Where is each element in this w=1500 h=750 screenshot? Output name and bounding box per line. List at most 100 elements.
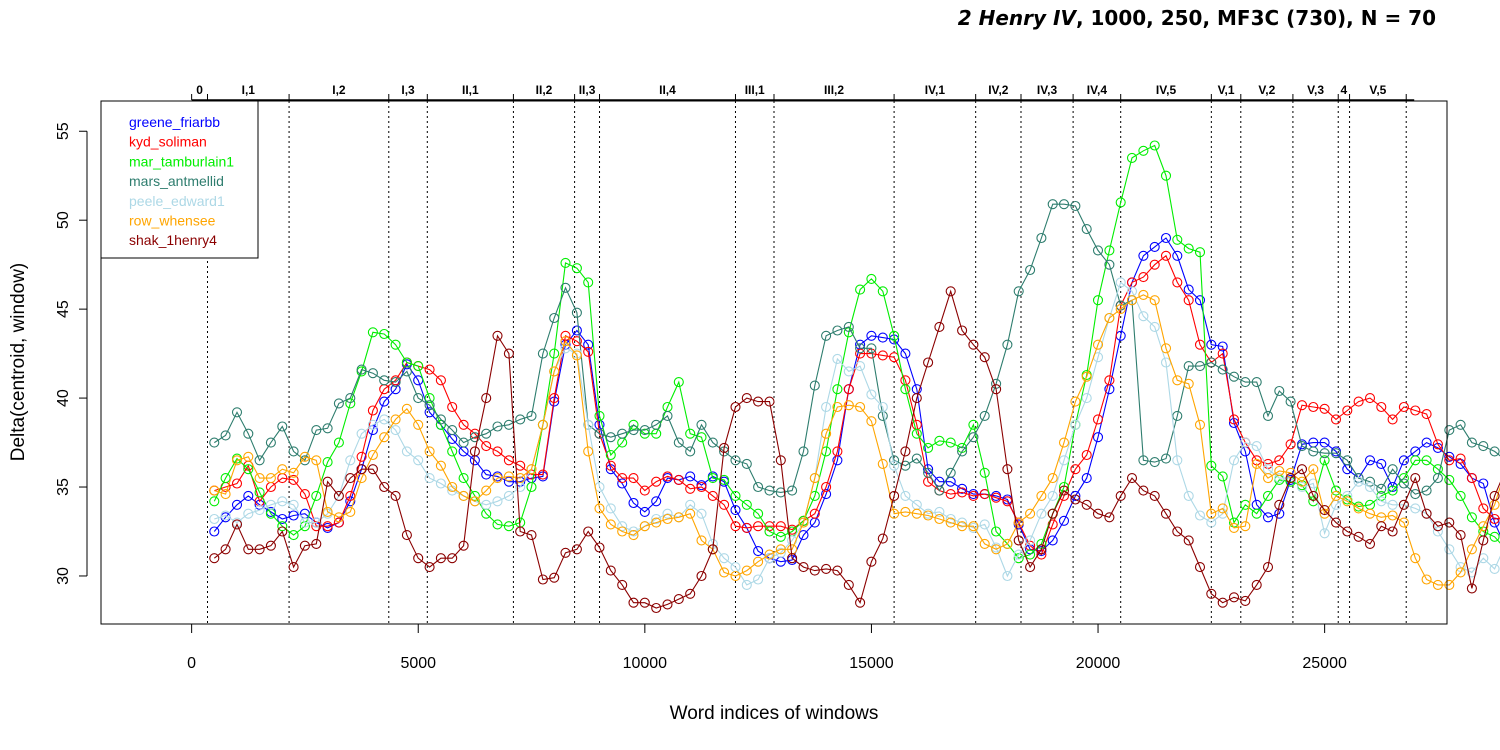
data-point bbox=[843, 366, 854, 377]
data-point bbox=[855, 284, 866, 295]
data-point bbox=[254, 455, 265, 466]
data-point bbox=[1138, 272, 1149, 283]
data-point bbox=[424, 407, 435, 418]
data-point bbox=[1183, 243, 1194, 254]
data-point bbox=[1376, 496, 1387, 507]
data-point bbox=[1251, 441, 1262, 452]
data-point bbox=[979, 519, 990, 530]
data-point bbox=[1444, 544, 1455, 555]
data-point bbox=[685, 471, 696, 482]
data-point bbox=[979, 352, 990, 363]
data-point bbox=[1047, 473, 1058, 484]
data-point bbox=[288, 562, 299, 573]
data-point bbox=[696, 432, 707, 443]
data-point bbox=[549, 393, 560, 404]
scene-label: III,1 bbox=[745, 83, 765, 97]
axes: 0 5000 10000 15000 20000 25000 30 35 40 45 50 55 bbox=[55, 122, 1347, 672]
data-point bbox=[1421, 574, 1432, 585]
data-point bbox=[775, 487, 786, 498]
data-point bbox=[1047, 508, 1058, 519]
data-point bbox=[481, 393, 492, 404]
data-point bbox=[787, 485, 798, 496]
data-point bbox=[1285, 467, 1296, 478]
data-point bbox=[299, 517, 310, 528]
data-point bbox=[345, 398, 356, 409]
data-point bbox=[1240, 377, 1251, 388]
data-point bbox=[469, 432, 480, 443]
data-point bbox=[639, 506, 650, 517]
data-point bbox=[1194, 247, 1206, 258]
x-tick-label: 0 bbox=[187, 655, 196, 672]
data-point bbox=[367, 405, 378, 416]
data-point bbox=[1070, 419, 1081, 430]
data-point bbox=[1421, 409, 1432, 420]
data-point bbox=[889, 330, 900, 341]
data-point bbox=[753, 481, 764, 493]
data-point bbox=[231, 455, 243, 466]
data-point bbox=[481, 499, 492, 510]
data-point bbox=[435, 414, 446, 425]
scene-label: IV,5 bbox=[1156, 83, 1177, 97]
data-point bbox=[1025, 508, 1036, 519]
data-point bbox=[855, 343, 866, 354]
data-point bbox=[968, 432, 979, 443]
data-point bbox=[583, 339, 594, 350]
series-kyd-soliman bbox=[209, 250, 1500, 560]
scene-label: V,5 bbox=[1369, 83, 1386, 97]
data-point bbox=[617, 526, 628, 537]
data-point bbox=[1217, 348, 1228, 359]
data-point bbox=[957, 521, 968, 532]
data-point bbox=[333, 437, 344, 448]
data-point bbox=[651, 602, 662, 614]
data-point bbox=[1353, 473, 1364, 484]
data-point bbox=[923, 467, 934, 478]
data-point bbox=[1432, 526, 1443, 537]
data-point bbox=[458, 473, 469, 484]
data-point bbox=[787, 553, 798, 564]
data-point bbox=[1138, 311, 1149, 322]
data-point bbox=[526, 410, 537, 421]
data-point bbox=[730, 570, 741, 582]
data-point bbox=[379, 375, 390, 386]
data-point bbox=[1466, 512, 1477, 523]
data-point bbox=[1206, 508, 1217, 519]
scene-label: III,2 bbox=[824, 83, 844, 97]
data-point bbox=[1036, 490, 1047, 501]
data-point bbox=[911, 508, 922, 519]
data-point bbox=[991, 544, 1002, 555]
data-point bbox=[1444, 451, 1455, 462]
data-point bbox=[413, 553, 424, 564]
data-point bbox=[571, 325, 582, 336]
data-point bbox=[968, 419, 979, 430]
data-point bbox=[345, 506, 356, 517]
data-point bbox=[832, 384, 843, 395]
data-point bbox=[1070, 494, 1081, 505]
data-point bbox=[628, 425, 639, 436]
data-point bbox=[775, 547, 786, 558]
data-point bbox=[741, 458, 752, 469]
data-point bbox=[1138, 485, 1149, 496]
data-point bbox=[741, 393, 752, 404]
data-point bbox=[1058, 515, 1070, 526]
data-point bbox=[209, 526, 220, 537]
data-point bbox=[866, 330, 877, 341]
data-point bbox=[1013, 286, 1024, 297]
data-point bbox=[356, 364, 367, 375]
data-point bbox=[526, 530, 537, 541]
data-point bbox=[356, 464, 367, 475]
data-point bbox=[1274, 385, 1285, 397]
data-point bbox=[333, 517, 344, 528]
data-point bbox=[1172, 277, 1183, 288]
data-point bbox=[549, 348, 560, 359]
data-point bbox=[265, 437, 276, 448]
x-tick-label: 25000 bbox=[1302, 655, 1347, 672]
data-point bbox=[741, 579, 752, 590]
data-point bbox=[1489, 490, 1500, 501]
data-point bbox=[662, 410, 673, 421]
data-point bbox=[435, 419, 446, 430]
data-point bbox=[775, 531, 786, 542]
data-point bbox=[447, 446, 458, 457]
data-point bbox=[855, 597, 866, 608]
data-point bbox=[1432, 473, 1443, 484]
data-point bbox=[288, 474, 299, 485]
